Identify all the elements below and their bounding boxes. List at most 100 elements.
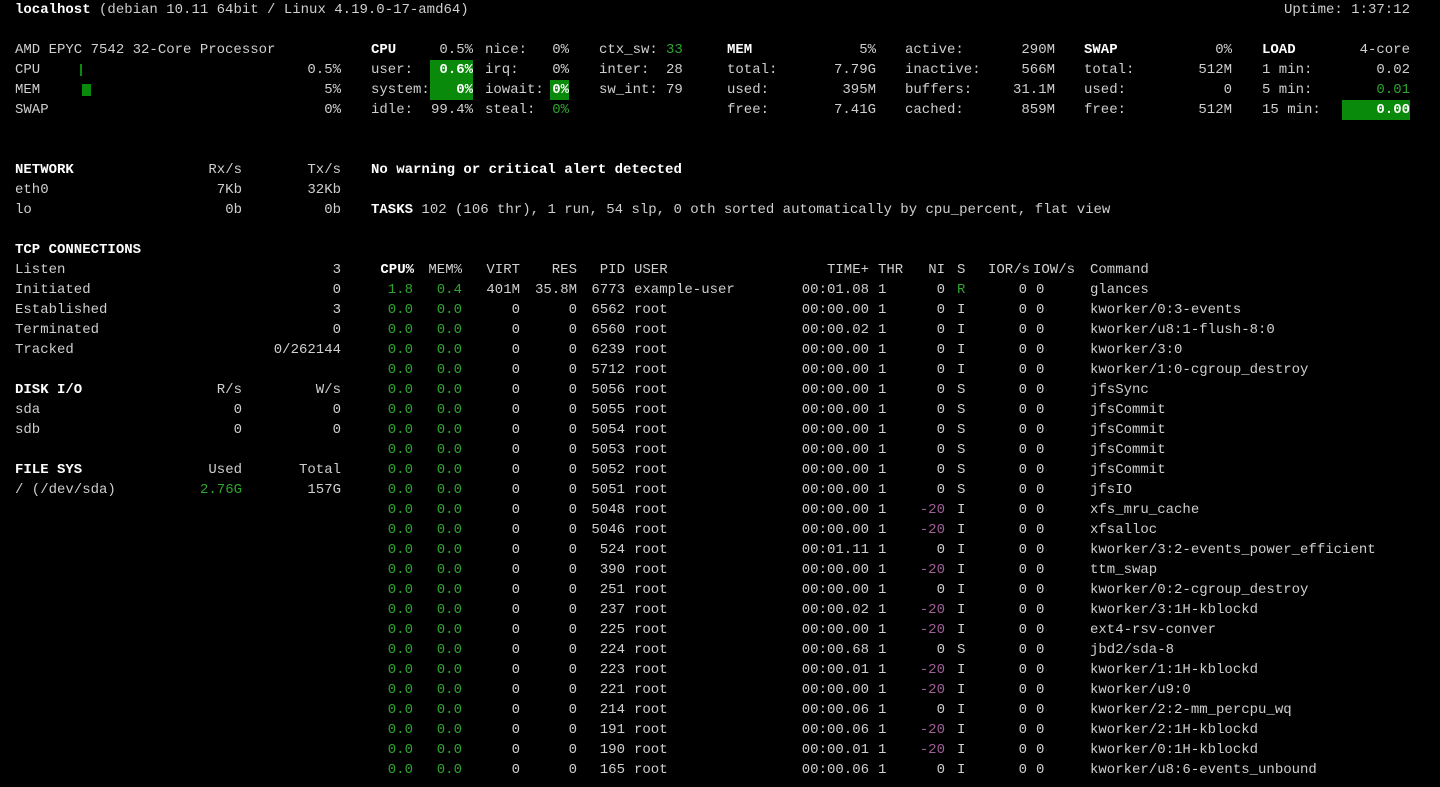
process-thr: 1 — [878, 422, 887, 438]
process-res: 0 — [568, 722, 577, 738]
process-user: root — [634, 602, 668, 618]
process-thr: 1 — [878, 362, 887, 378]
process-ni: 0 — [936, 362, 945, 378]
process-pid: 5712 — [591, 362, 625, 378]
process-command: kworker/u9:0 — [1090, 682, 1191, 698]
process-time: 00:00.06 — [801, 762, 869, 778]
load-15min-value: 0.00 — [1342, 100, 1410, 120]
process-ni: 0 — [936, 282, 945, 298]
process-ior: 0 — [1018, 542, 1027, 558]
process-time: 00:00.00 — [801, 422, 869, 438]
cpu-idle-label: idle: — [371, 102, 414, 118]
process-cpu: 0.0 — [387, 602, 413, 618]
process-pid: 5053 — [591, 442, 625, 458]
process-ior: 0 — [1018, 682, 1027, 698]
column-header-user: USER — [634, 262, 668, 278]
process-ior: 0 — [1018, 462, 1027, 478]
process-iow: 0 — [1036, 502, 1045, 518]
mem-cached-value: 859M — [1021, 102, 1055, 118]
swap-percent: 0% — [1215, 42, 1232, 58]
process-thr: 1 — [878, 562, 887, 578]
process-status: I — [957, 502, 966, 518]
process-ior: 0 — [1018, 422, 1027, 438]
process-pid: 225 — [599, 622, 625, 638]
process-res: 0 — [568, 402, 577, 418]
cpu-total: 0.5% — [439, 42, 473, 58]
process-status: S — [957, 462, 966, 478]
cpu-system-label: system: — [371, 82, 430, 98]
process-ior: 0 — [1018, 522, 1027, 538]
process-time: 00:00.00 — [801, 482, 869, 498]
process-mem: 0.0 — [436, 382, 462, 398]
process-pid: 191 — [599, 722, 625, 738]
process-pid: 6560 — [591, 322, 625, 338]
process-mem: 0.0 — [436, 522, 462, 538]
process-ni: 0 — [936, 482, 945, 498]
process-user: root — [634, 522, 668, 538]
process-user: root — [634, 622, 668, 638]
process-res: 0 — [568, 422, 577, 438]
process-cpu: 0.0 — [387, 442, 413, 458]
process-ni: -20 — [919, 622, 945, 638]
sw-int-value: 79 — [666, 82, 683, 98]
process-status: R — [957, 282, 966, 298]
process-ni: -20 — [919, 722, 945, 738]
process-user: root — [634, 402, 668, 418]
process-ior: 0 — [1018, 322, 1027, 338]
process-user: root — [634, 542, 668, 558]
process-ior: 0 — [1018, 482, 1027, 498]
process-iow: 0 — [1036, 602, 1045, 618]
mem-bar — [82, 84, 91, 96]
network-tx: 0b — [324, 202, 341, 218]
process-pid: 5051 — [591, 482, 625, 498]
mem-active-label: active: — [905, 42, 964, 58]
process-thr: 1 — [878, 522, 887, 538]
process-user: root — [634, 702, 668, 718]
process-command: jfsSync — [1090, 382, 1149, 398]
column-header-status: S — [957, 262, 966, 278]
process-thr: 1 — [878, 442, 887, 458]
inter-value: 28 — [666, 62, 683, 78]
process-res: 0 — [568, 342, 577, 358]
column-header-virt: VIRT — [486, 262, 520, 278]
process-status: I — [957, 362, 966, 378]
process-virt: 0 — [511, 682, 520, 698]
column-header-command: Command — [1090, 262, 1149, 278]
process-cpu: 0.0 — [387, 722, 413, 738]
column-header-mem: MEM% — [428, 262, 462, 278]
tcp-value: 0 — [332, 322, 341, 338]
process-pid: 190 — [599, 742, 625, 758]
process-mem: 0.0 — [436, 622, 462, 638]
process-cpu: 0.0 — [387, 302, 413, 318]
swap-title: SWAP — [1084, 42, 1118, 58]
process-command: kworker/0:3-events — [1090, 302, 1242, 318]
mem-title: MEM — [727, 42, 753, 58]
process-ni: -20 — [919, 502, 945, 518]
process-virt: 0 — [511, 542, 520, 558]
disk-r: 0 — [233, 402, 242, 418]
process-thr: 1 — [878, 722, 887, 738]
fs-name: / (/dev/sda) — [15, 482, 116, 498]
process-ni: 0 — [936, 422, 945, 438]
process-thr: 1 — [878, 602, 887, 618]
process-cpu: 0.0 — [387, 622, 413, 638]
process-cpu: 0.0 — [387, 362, 413, 378]
process-thr: 1 — [878, 382, 887, 398]
process-ior: 0 — [1018, 342, 1027, 358]
cpu-idle-value: 99.4% — [430, 102, 473, 118]
process-command: jfsCommit — [1090, 462, 1166, 478]
process-pid: 5048 — [591, 502, 625, 518]
network-title: NETWORK — [15, 162, 74, 178]
process-thr: 1 — [878, 282, 887, 298]
fs-title: FILE SYS — [15, 462, 83, 478]
process-ior: 0 — [1018, 302, 1027, 318]
process-mem: 0.0 — [436, 502, 462, 518]
disk-r-header: R/s — [216, 382, 242, 398]
process-mem: 0.0 — [436, 722, 462, 738]
process-virt: 0 — [511, 482, 520, 498]
process-user: root — [634, 462, 668, 478]
process-status: I — [957, 602, 966, 618]
process-ior: 0 — [1018, 642, 1027, 658]
process-virt: 0 — [511, 702, 520, 718]
process-mem: 0.0 — [436, 482, 462, 498]
